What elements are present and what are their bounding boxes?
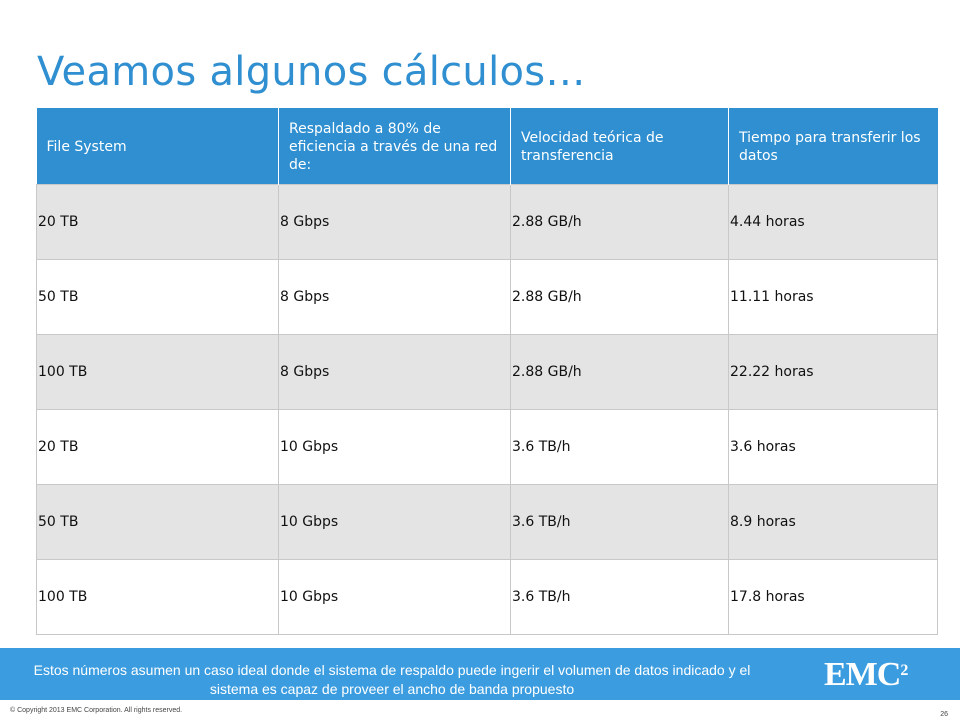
cell-network: 8 Gbps	[278, 258, 511, 334]
table-row: 100 TB 8 Gbps 2.88 GB/h 22.22 horas	[36, 333, 938, 409]
footer-note: Estos números asumen un caso ideal donde…	[33, 662, 751, 697]
cell-file-system: 20 TB	[36, 408, 279, 484]
slide-title: Veamos algunos cálculos…	[37, 49, 586, 95]
header-file-system: File System	[36, 108, 279, 184]
cell-speed: 3.6 TB/h	[510, 483, 729, 559]
cell-network: 10 Gbps	[278, 408, 511, 484]
cell-time: 3.6 horas	[728, 408, 938, 484]
cell-time: 11.11 horas	[728, 258, 938, 334]
cell-time: 4.44 horas	[728, 183, 938, 259]
cell-speed: 2.88 GB/h	[510, 183, 729, 259]
copyright-notice: © Copyright 2013 EMC Corporation. All ri…	[10, 707, 183, 714]
cell-speed: 3.6 TB/h	[510, 408, 729, 484]
calculation-table: File System Respaldado a 80% de eficienc…	[36, 108, 938, 635]
emc-logo-text: EMC	[824, 656, 901, 693]
cell-network: 8 Gbps	[278, 333, 511, 409]
page-number: 26	[940, 711, 948, 718]
cell-network: 8 Gbps	[278, 183, 511, 259]
cell-time: 22.22 horas	[728, 333, 938, 409]
header-backup-network: Respaldado a 80% de eficiencia a través …	[278, 108, 511, 184]
cell-file-system: 50 TB	[36, 483, 279, 559]
cell-file-system: 100 TB	[36, 333, 279, 409]
table-row: 100 TB 10 Gbps 3.6 TB/h 17.8 horas	[36, 558, 938, 635]
table-header-row: File System Respaldado a 80% de eficienc…	[36, 108, 938, 184]
cell-file-system: 100 TB	[36, 558, 279, 635]
table-row: 50 TB 8 Gbps 2.88 GB/h 11.11 horas	[36, 258, 938, 334]
cell-speed: 2.88 GB/h	[510, 333, 729, 409]
emc-logo: EMC2	[824, 658, 908, 692]
emc-logo-superscript: 2	[900, 662, 909, 679]
table-row: 50 TB 10 Gbps 3.6 TB/h 8.9 horas	[36, 483, 938, 559]
cell-time: 17.8 horas	[728, 558, 938, 635]
cell-time: 8.9 horas	[728, 483, 938, 559]
cell-network: 10 Gbps	[278, 558, 511, 635]
cell-speed: 3.6 TB/h	[510, 558, 729, 635]
header-transfer-speed: Velocidad teórica de transferencia	[510, 108, 729, 184]
table-row: 20 TB 8 Gbps 2.88 GB/h 4.44 horas	[36, 183, 938, 259]
table-row: 20 TB 10 Gbps 3.6 TB/h 3.6 horas	[36, 408, 938, 484]
header-transfer-time: Tiempo para transferir los datos	[728, 108, 938, 184]
cell-speed: 2.88 GB/h	[510, 258, 729, 334]
cell-network: 10 Gbps	[278, 483, 511, 559]
cell-file-system: 50 TB	[36, 258, 279, 334]
footer-bar: Estos números asumen un caso ideal donde…	[0, 648, 960, 700]
cell-file-system: 20 TB	[36, 183, 279, 259]
